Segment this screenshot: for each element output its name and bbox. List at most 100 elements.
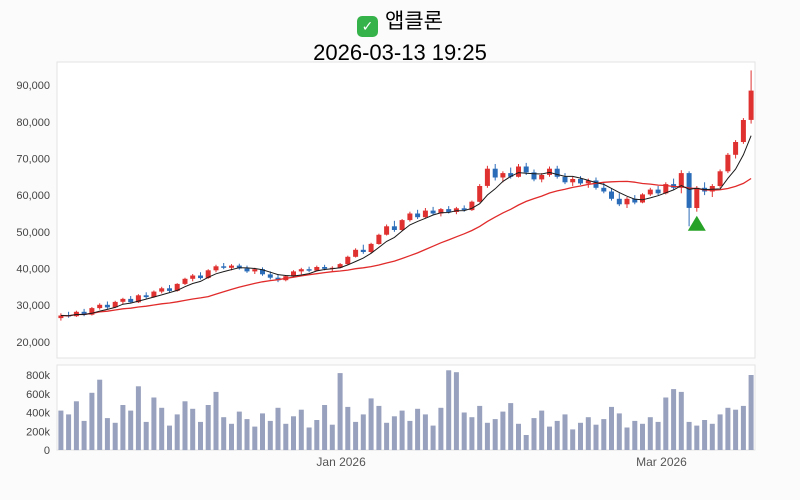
candle bbox=[244, 265, 250, 273]
candle-body bbox=[399, 220, 405, 230]
candle-body bbox=[322, 267, 328, 269]
candle-body bbox=[345, 256, 351, 265]
volume-bar bbox=[159, 407, 165, 450]
candle bbox=[190, 274, 196, 282]
volume-bar bbox=[399, 410, 405, 450]
candle bbox=[554, 165, 560, 179]
candle-body bbox=[167, 288, 172, 291]
candle-body bbox=[252, 269, 258, 272]
volume-bar bbox=[384, 422, 390, 450]
volume-bar bbox=[298, 409, 304, 450]
volume-bar bbox=[120, 405, 126, 450]
price-tick-label: 40,000 bbox=[16, 264, 50, 276]
volume-bar bbox=[151, 397, 157, 450]
candle-body bbox=[376, 234, 382, 244]
volume-bar bbox=[97, 379, 103, 450]
x-tick-label: Jan 2026 bbox=[316, 455, 366, 469]
candle-body bbox=[205, 270, 211, 278]
ma-long-line bbox=[60, 177, 752, 317]
volume-bar bbox=[345, 406, 351, 450]
volume-bar bbox=[66, 414, 72, 450]
candle-body bbox=[694, 187, 700, 208]
candle-body bbox=[314, 267, 320, 271]
volume-bar bbox=[516, 423, 521, 451]
candle bbox=[678, 170, 684, 194]
candle bbox=[306, 266, 312, 273]
price-tick-label: 20,000 bbox=[16, 337, 50, 349]
volume-panel[interactable] bbox=[56, 364, 756, 451]
candle bbox=[640, 193, 645, 204]
candle-body bbox=[260, 269, 265, 275]
volume-bar bbox=[601, 419, 607, 450]
candle-body bbox=[291, 271, 296, 277]
candle-body bbox=[182, 278, 188, 284]
candle-body bbox=[632, 198, 638, 203]
candle-body bbox=[647, 189, 653, 195]
volume-bar bbox=[360, 414, 366, 450]
candle-body bbox=[554, 168, 560, 177]
volume-tick-label: 800k bbox=[26, 370, 50, 382]
candle-body bbox=[198, 275, 203, 279]
candle-body bbox=[570, 179, 576, 183]
candle-body bbox=[477, 186, 483, 202]
candle-body bbox=[461, 208, 467, 211]
volume-bar bbox=[438, 407, 444, 450]
candle bbox=[89, 307, 95, 316]
candle-body bbox=[384, 226, 390, 235]
candle-body bbox=[422, 210, 428, 218]
volume-bar bbox=[128, 410, 134, 450]
volume-bar bbox=[267, 420, 273, 450]
candle bbox=[267, 271, 273, 280]
volume-bar bbox=[469, 417, 475, 450]
candle bbox=[128, 296, 134, 304]
candle bbox=[275, 274, 281, 283]
candle bbox=[624, 197, 630, 208]
candle bbox=[477, 184, 483, 203]
candle-body bbox=[539, 175, 545, 180]
candle bbox=[492, 164, 498, 181]
candle bbox=[484, 165, 490, 188]
volume-bar bbox=[415, 408, 421, 451]
candle-body bbox=[430, 210, 436, 214]
candle-body bbox=[453, 208, 459, 212]
volume-bar bbox=[73, 401, 79, 451]
volume-bar bbox=[733, 409, 739, 450]
volume-bar bbox=[306, 427, 312, 450]
price-panel[interactable] bbox=[56, 61, 756, 359]
volume-bar bbox=[244, 419, 250, 450]
volume-bar bbox=[678, 391, 684, 450]
candle bbox=[500, 171, 506, 183]
volume-bar bbox=[453, 372, 459, 450]
candle bbox=[717, 169, 723, 188]
candle-body bbox=[725, 154, 731, 172]
candle-body bbox=[415, 213, 421, 218]
volume-bar bbox=[275, 407, 281, 450]
volume-bar bbox=[562, 414, 568, 450]
candle bbox=[430, 206, 436, 216]
volume-bar bbox=[167, 425, 172, 450]
volume-bar bbox=[616, 413, 622, 450]
candle-body bbox=[81, 311, 87, 315]
candle bbox=[539, 173, 545, 183]
price-tick-label: 50,000 bbox=[16, 227, 50, 239]
candle bbox=[213, 264, 219, 273]
volume-bar bbox=[500, 411, 506, 450]
buy-signal-triangle bbox=[687, 215, 706, 231]
candle-body bbox=[159, 288, 165, 292]
candle bbox=[120, 297, 126, 305]
volume-tick-label: 400k bbox=[26, 408, 50, 420]
volume-bar bbox=[531, 418, 537, 450]
volume-bar bbox=[182, 401, 188, 451]
volume-bar bbox=[702, 420, 708, 450]
candle-body bbox=[275, 277, 281, 281]
candle-body bbox=[655, 189, 661, 194]
volume-bar bbox=[391, 416, 397, 451]
candle-body bbox=[624, 198, 630, 205]
volume-bar bbox=[314, 420, 320, 450]
chart-title: 앱클론 bbox=[385, 10, 443, 33]
candle bbox=[368, 242, 374, 254]
price-tick-label: 70,000 bbox=[16, 153, 50, 165]
candle-body bbox=[221, 266, 227, 268]
